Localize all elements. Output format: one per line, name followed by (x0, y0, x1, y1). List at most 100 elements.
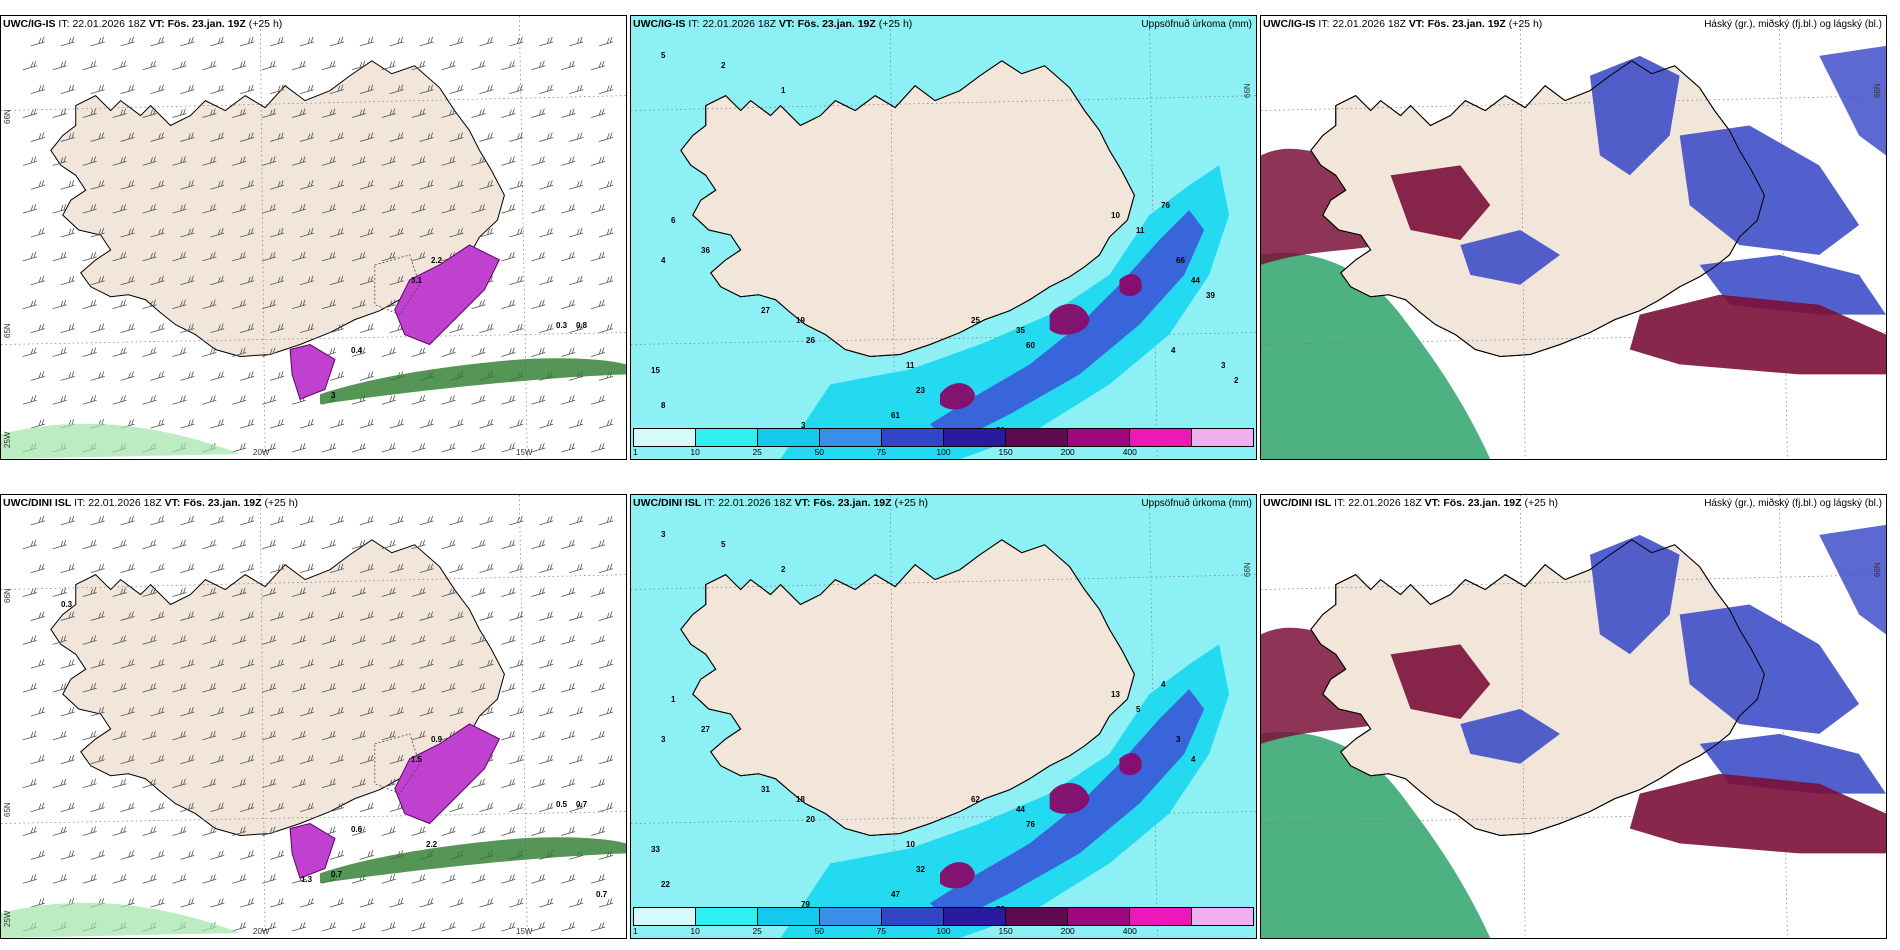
init-label: IT: (74, 497, 86, 509)
lead-time: (+25 h) (1524, 497, 1559, 509)
rain-band (319, 358, 626, 405)
colorbar-tick-label: 75 (876, 447, 887, 457)
colorbar-segment (634, 908, 696, 925)
map-canvas (1, 16, 626, 459)
map-canvas (1261, 495, 1886, 938)
precip-value-label: 1 (671, 695, 676, 704)
precip-value-label: 5 (661, 51, 666, 60)
precip-value-label: 2 (721, 61, 726, 70)
precip-band-medium (780, 165, 1230, 459)
precip-peak-central (1049, 304, 1090, 335)
wind-value-label: 0.5 (556, 800, 568, 809)
colorbar-segment (696, 908, 758, 925)
precip-peak-west (940, 383, 975, 410)
init-label: IT: (1334, 497, 1346, 509)
cloud-map-panel-dini: UWC/DINI ISL IT: 22.01.2026 18Z VT: Fös.… (1260, 494, 1887, 939)
precip-value-label: 4 (1161, 680, 1166, 689)
precip-value-label: 33 (651, 845, 660, 854)
wind-value-label: 0.3 (61, 600, 73, 609)
precip-value-label: 36 (701, 246, 710, 255)
precip-value-label: 26 (806, 336, 815, 345)
wind-value-label: 0.6 (351, 825, 363, 834)
precip-value-label: 23 (916, 386, 925, 395)
snow-area-east (394, 723, 501, 825)
precip-value-label: 76 (1026, 820, 1035, 829)
precip-value-label: 79 (801, 900, 810, 909)
snow-area-west (289, 343, 336, 400)
colorbar-segment (1068, 429, 1130, 446)
precip-value-label: 3 (661, 735, 666, 744)
precip-value-label: 39 (1206, 291, 1215, 300)
graticule (1, 16, 626, 459)
precip-value-label: 13 (1111, 690, 1120, 699)
colorbar-segment (1192, 429, 1253, 446)
init-label: IT: (58, 18, 70, 30)
precip-peak-west (940, 862, 975, 889)
precip-peak-east (1119, 753, 1142, 776)
lon-label: 20W (253, 927, 270, 936)
map-canvas (1261, 16, 1886, 459)
wind-value-label: 2.2 (426, 840, 438, 849)
colorbar-tick-label: 200 (1060, 926, 1075, 936)
precip-value-label: 6 (671, 216, 676, 225)
colorbar-segment (1006, 429, 1068, 446)
precip-value-label: 25 (971, 316, 980, 325)
colorbar-segment (758, 429, 820, 446)
init-label: IT: (1318, 18, 1330, 30)
light-rain-area (1, 902, 241, 938)
valid-time: Fös. 23.jan. 19Z (797, 18, 876, 30)
valid-label: VT: (794, 497, 811, 509)
colorbar-tick-label: 75 (876, 926, 887, 936)
wind-value-label: 0.9 (431, 735, 443, 744)
low-cloud-area (1629, 294, 1886, 375)
colorbar-labels: 1 10 25 50 75 100 150 200 400 (633, 447, 1254, 458)
precip-value-label: 4 (661, 256, 666, 265)
colorbar-tick-label: 400 (1122, 447, 1137, 457)
colorbar-tick-label: 400 (1122, 926, 1137, 936)
model-name: UWC/IG-IS (633, 18, 686, 30)
colorbar-tick-label: 10 (690, 447, 700, 457)
high-cloud-area (1261, 731, 1491, 938)
lat-label: 65N (3, 323, 12, 338)
precip-value-label: 35 (1016, 326, 1025, 335)
panel-header: UWC/IG-IS IT: 22.01.2026 18Z VT: Fös. 23… (633, 18, 912, 30)
panel-field-title: Uppsöfnuð úrkoma (mm) (1141, 19, 1252, 30)
init-time: 22.01.2026 18Z (1348, 497, 1422, 509)
precip-value-label: 62 (971, 795, 980, 804)
colorbar-segment (1068, 908, 1130, 925)
lon-label: 15W (516, 927, 533, 936)
valid-time: Fös. 23.jan. 19Z (1427, 18, 1506, 30)
lat-label: 65N (3, 802, 12, 817)
colorbar-segment (1130, 429, 1192, 446)
model-name: UWC/DINI ISL (1263, 497, 1332, 509)
wind-value-label: 0.7 (576, 800, 588, 809)
init-time: 22.01.2026 18Z (88, 497, 162, 509)
lon-label: 15W (516, 448, 533, 457)
colorbar-segment (634, 429, 696, 446)
colorbar-segment (882, 429, 944, 446)
precip-band-medium (780, 644, 1230, 938)
precip-value-label: 31 (761, 785, 770, 794)
model-name: UWC/IG-IS (3, 18, 56, 30)
lat-label: 25W (3, 910, 12, 927)
colorbar-tick-label: 100 (936, 926, 951, 936)
wind-value-label: 1.5 (411, 755, 423, 764)
map-canvas (631, 16, 1256, 459)
precip-value-label: 2 (781, 565, 786, 574)
cloud-map-panel-igis: UWC/IG-IS IT: 22.01.2026 18Z VT: Fös. 23… (1260, 15, 1887, 460)
precip-value-label: 32 (916, 865, 925, 874)
model-name: UWC/DINI ISL (633, 497, 702, 509)
precip-value-label: 19 (796, 316, 805, 325)
colorbar-tick-label: 10 (690, 926, 700, 936)
high-cloud-area (1261, 252, 1491, 459)
precip-value-label: 18 (796, 795, 805, 804)
low-cloud-area (1390, 644, 1491, 719)
wind-value-label: 0.4 (351, 346, 363, 355)
colorbar-segment (944, 429, 1006, 446)
colorbar-segment (820, 429, 882, 446)
wind-value-label: 0.7 (596, 890, 608, 899)
precip-peak-central (1049, 783, 1090, 814)
colorbar-tick-label: 1 (633, 926, 638, 936)
colorbar-tick-label: 50 (814, 447, 825, 457)
precip-value-label: 61 (891, 411, 900, 420)
